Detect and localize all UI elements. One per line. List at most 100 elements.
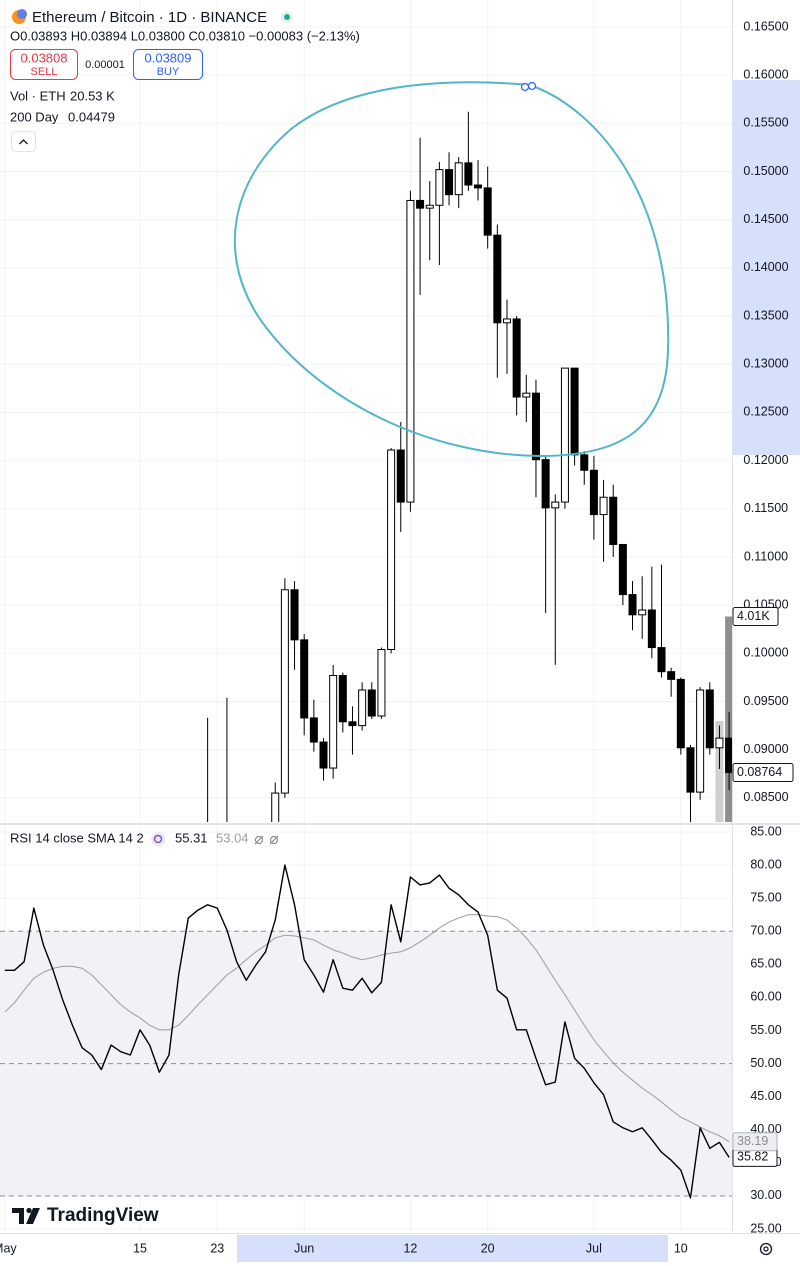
y-tick-label: 0.14000 — [743, 260, 788, 274]
rsi-last-label: 35.82 — [737, 1150, 768, 1164]
candle-body — [541, 459, 550, 509]
x-tick-label: 10 — [674, 1241, 688, 1255]
rsi-sma-value: 53.04 — [216, 830, 249, 845]
candle-body — [474, 184, 483, 189]
y-tick-label: 0.15500 — [743, 116, 788, 130]
candle-body — [657, 647, 666, 673]
candle-body — [628, 594, 637, 616]
y-tick-label: 0.09500 — [743, 694, 788, 708]
candle-body — [667, 671, 676, 680]
candle-body — [271, 792, 280, 822]
rsi-value: 55.31 — [175, 830, 208, 845]
symbol-icon — [17, 9, 27, 19]
x-tick-label: Jun — [294, 1241, 314, 1255]
buy-button[interactable] — [133, 49, 203, 80]
candle-body — [531, 392, 540, 461]
drawing-handle[interactable] — [520, 82, 530, 92]
sell-price: 0.03808 — [21, 50, 68, 65]
rsi-line — [4, 914, 730, 1143]
y-tick-label: 0.14500 — [743, 212, 788, 226]
y-tick-label: 0.13500 — [743, 308, 788, 322]
candle-body — [406, 199, 415, 503]
candle-body — [290, 589, 299, 641]
candle-body — [618, 543, 627, 596]
rsi-line — [4, 864, 730, 1199]
price-pane — [207, 111, 732, 822]
hidden-icon-slash — [269, 835, 279, 845]
candle-body — [589, 469, 598, 516]
rsi-pane — [0, 864, 732, 1199]
volume-last-label-box — [732, 607, 779, 626]
y-tick-label: 0.09000 — [743, 742, 788, 756]
rsi-icon[interactable] — [151, 832, 165, 846]
price-axis-highlight — [733, 80, 800, 455]
y-tick-label: 55.00 — [750, 1023, 781, 1037]
candle-body — [338, 675, 347, 723]
volume-bar — [725, 616, 732, 822]
hidden-icon[interactable] — [255, 836, 263, 844]
candle-body — [425, 204, 434, 209]
candle-body — [512, 318, 521, 398]
ma-value: 0.04479 — [68, 109, 115, 124]
candle-body — [696, 689, 705, 793]
drawing-handle[interactable] — [527, 81, 537, 91]
candle-body — [300, 639, 309, 719]
candle-body — [348, 721, 357, 727]
x-tick-label: 12 — [403, 1241, 417, 1255]
ellipse-drawing[interactable] — [233, 81, 670, 458]
last-price-label-box — [732, 762, 794, 782]
x-tick-label: May — [0, 1241, 17, 1255]
candle-body — [483, 187, 492, 236]
candle-body — [502, 318, 511, 324]
legend: Ethereum / Bitcoin · 1D · BINANCE O0.038… — [10, 9, 360, 152]
candle-body — [522, 392, 531, 398]
candle-body — [715, 737, 724, 749]
collapse-button[interactable] — [11, 131, 36, 152]
x-tick-label: Jul — [586, 1241, 602, 1255]
candle-body — [329, 675, 338, 769]
candle-body — [416, 199, 425, 209]
y-tick-label: 0.11500 — [744, 501, 788, 515]
candle-body — [647, 609, 656, 649]
candle-body — [560, 367, 569, 503]
hidden-icon[interactable] — [270, 836, 278, 844]
y-tick-label: 25.00 — [750, 1221, 781, 1235]
candle-body — [445, 169, 454, 196]
y-tick-label: 0.12500 — [743, 405, 788, 419]
candle-body — [599, 496, 608, 516]
y-tick-label: 60.00 — [750, 990, 781, 1004]
candle-body — [435, 169, 444, 206]
y-tick-label: 50.00 — [750, 1056, 781, 1070]
candle-body — [454, 162, 463, 196]
rsi-icon-ring — [153, 834, 163, 844]
candle-body — [580, 454, 589, 471]
y-tick-label: 0.12000 — [743, 453, 788, 467]
candle-body — [609, 496, 618, 545]
sma-last-label: 38.19 — [737, 1134, 768, 1148]
ohlc: O0.03893 H0.03894 L0.03800 C0.03810 −0.0… — [10, 28, 360, 43]
candle-body — [367, 689, 376, 717]
candle-body — [377, 649, 386, 717]
y-tick-label: 0.10000 — [743, 646, 788, 660]
time-axis-highlight — [237, 1235, 668, 1262]
y-tick-label: 0.16500 — [743, 19, 788, 33]
y-tick-label: 0.08500 — [743, 790, 788, 804]
y-tick-label: 30.00 — [750, 1188, 781, 1202]
market-status-dot — [284, 14, 290, 20]
symbol-title: Ethereum / Bitcoin · 1D · BINANCE — [32, 9, 267, 26]
y-tick-label: 65.00 — [750, 957, 781, 971]
logo-part — [26, 1207, 32, 1214]
candle-body — [686, 747, 695, 793]
y-tick-label: 45.00 — [750, 1089, 781, 1103]
candle-body — [638, 609, 647, 616]
sell-button[interactable] — [10, 49, 78, 80]
candle-body — [725, 737, 732, 773]
candle-body — [387, 449, 396, 651]
y-tick-label: 0.15000 — [743, 164, 788, 178]
buy-price: 0.03809 — [145, 50, 192, 65]
settings-button[interactable] — [759, 1242, 773, 1256]
hidden-icon-slash — [254, 835, 264, 845]
y-tick-label: 0.16000 — [743, 67, 788, 81]
volume-label: Vol · ETH — [10, 88, 66, 103]
